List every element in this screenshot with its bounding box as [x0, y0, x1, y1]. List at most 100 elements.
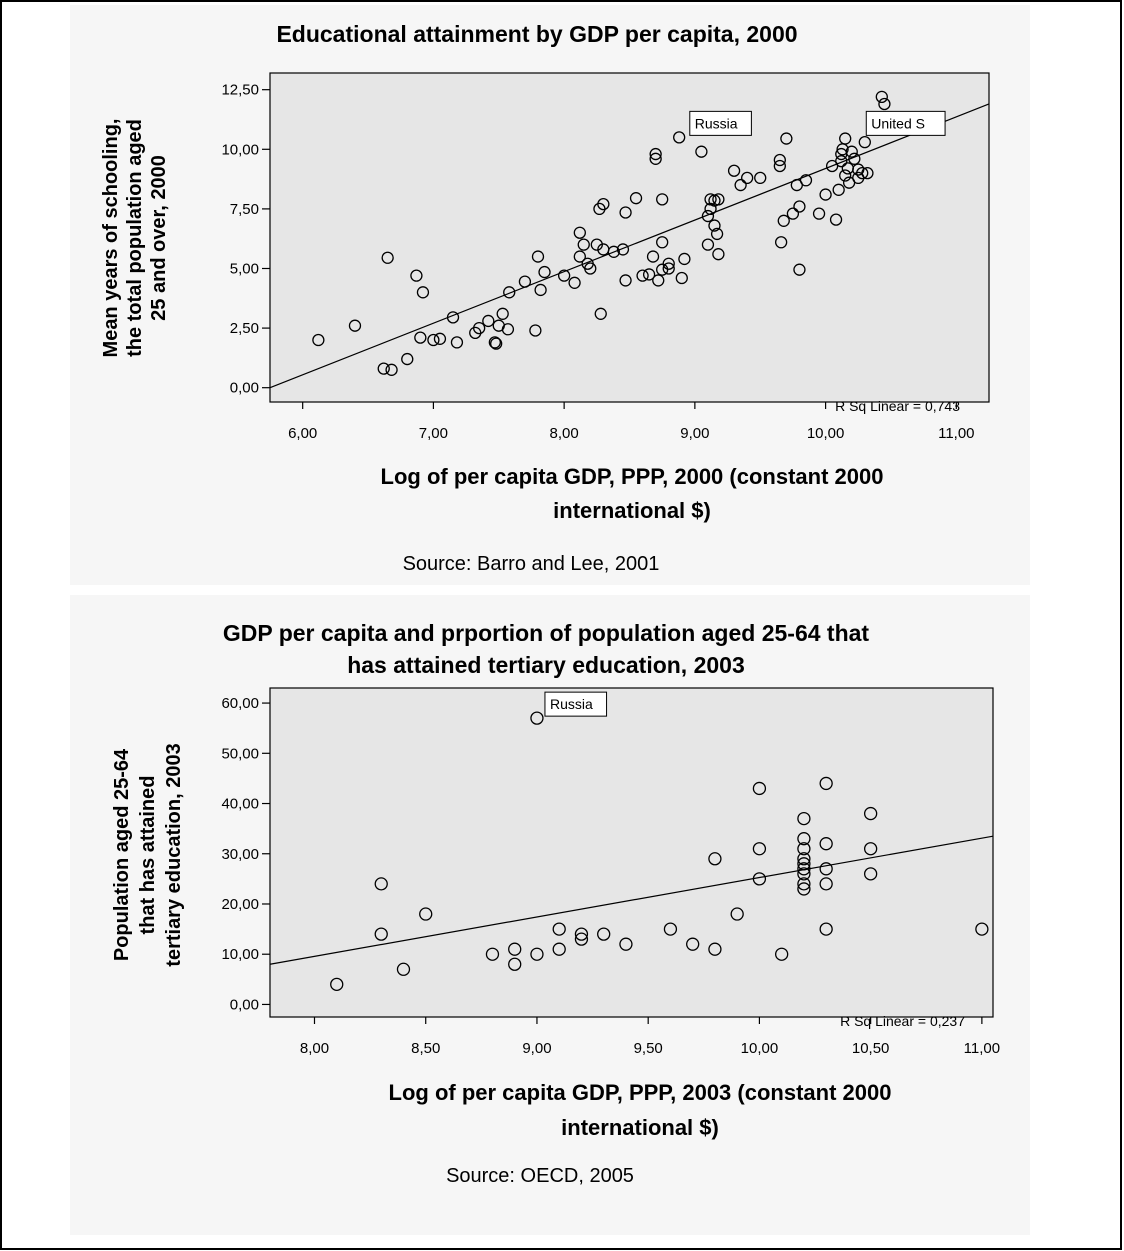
y-tick-label: 30,00: [221, 846, 259, 863]
data-point: [673, 131, 686, 144]
chart2-y-label-line2: that has attained: [137, 776, 159, 935]
data-point: [839, 132, 852, 145]
data-point: [508, 942, 522, 956]
y-tick-label: 50,00: [221, 745, 259, 762]
data-point: [793, 263, 806, 276]
data-point: [863, 806, 878, 821]
x-tick-label: 11,00: [964, 1040, 1000, 1057]
data-point: [629, 192, 643, 205]
data-point: [374, 877, 388, 891]
y-tick-label: 7,50: [230, 201, 259, 218]
chart1-y-label-line3: 25 and over, 2000: [148, 155, 170, 321]
data-point: [450, 336, 464, 349]
data-point: [773, 159, 786, 173]
y-tick-label: 5,00: [230, 260, 259, 277]
data-point: [797, 811, 811, 826]
chart2-y-label-line1: Population aged 25-64: [111, 748, 133, 961]
chart2-x-label-line2: international $): [561, 1115, 719, 1140]
data-point: [501, 323, 515, 336]
data-point: [636, 269, 649, 282]
data-point: [552, 942, 566, 956]
x-tick-label: 8,00: [300, 1040, 329, 1057]
y-tick-label: 60,00: [221, 695, 259, 712]
x-tick-label: 9,00: [522, 1040, 551, 1057]
data-point: [773, 153, 786, 167]
data-point: [649, 147, 662, 161]
data-point: [656, 193, 669, 206]
x-tick-label: 11,00: [938, 425, 974, 442]
data-point: [797, 877, 811, 891]
data-point: [819, 922, 833, 936]
data-point: [597, 197, 610, 211]
data-point: [678, 252, 691, 266]
data-point: [708, 942, 722, 956]
data-point: [642, 268, 656, 281]
x-tick-label: 7,00: [419, 425, 448, 442]
data-point: [819, 877, 833, 891]
data-point: [416, 286, 430, 299]
point-label: Russia: [544, 691, 608, 717]
data-point: [861, 166, 874, 180]
data-point: [649, 152, 662, 165]
chart1-points: [312, 90, 891, 376]
data-point: [573, 226, 586, 239]
data-point: [396, 962, 411, 976]
data-point: [752, 842, 767, 856]
data-point: [619, 206, 632, 219]
data-point: [819, 188, 832, 201]
data-point: [712, 248, 725, 261]
data-point: [330, 977, 344, 992]
chart1-y-label-line1: Mean years of schooling,: [100, 119, 122, 358]
chart1-y-label-line2: the total population aged: [124, 119, 146, 357]
data-point: [975, 922, 989, 936]
data-point: [701, 209, 715, 223]
point-label-box: [689, 110, 752, 136]
data-point: [875, 90, 888, 103]
chart2-points: [330, 711, 989, 992]
data-point: [530, 947, 544, 961]
chart2-y-label-line3: tertiary education, 2003: [163, 743, 185, 966]
data-point: [401, 352, 414, 366]
chart1-x-label-line1: Log of per capita GDP, PPP, 2000 (consta…: [381, 464, 884, 489]
x-tick-label: 9,50: [634, 1040, 663, 1057]
data-point: [482, 314, 495, 328]
chart2-title-line1: GDP per capita and prportion of populati…: [223, 620, 870, 646]
data-point: [473, 321, 486, 335]
x-tick-label: 8,50: [411, 1040, 440, 1057]
data-point: [529, 324, 542, 337]
chart2-y-label: Population aged 25-64 that has attained …: [111, 743, 185, 966]
data-point: [797, 852, 811, 866]
data-point: [419, 907, 433, 921]
data-point: [312, 333, 325, 347]
data-point: [708, 852, 722, 866]
data-point: [845, 145, 858, 158]
chart2-fit-line: [269, 835, 994, 965]
data-point: [490, 337, 503, 350]
chart2: GDP per capita and prportion of populati…: [111, 620, 1000, 1187]
data-point: [381, 251, 394, 264]
data-point: [848, 152, 861, 165]
y-tick-label: 10,00: [221, 946, 259, 963]
data-point: [530, 711, 544, 725]
data-point: [752, 872, 767, 886]
data-point: [534, 283, 547, 297]
data-point: [708, 219, 721, 232]
point-label: United S: [865, 110, 946, 136]
data-point: [374, 927, 388, 941]
data-point: [531, 250, 545, 263]
chart1-source: Source: Barro and Lee, 2001: [403, 553, 660, 575]
data-point: [414, 331, 427, 344]
point-label-box: [544, 691, 608, 717]
data-point: [839, 169, 852, 182]
data-point: [712, 193, 725, 206]
chart1: Educational attainment by GDP per capita…: [100, 21, 990, 575]
data-point: [488, 336, 502, 349]
data-point: [701, 238, 715, 251]
data-point: [619, 937, 633, 951]
data-point: [774, 236, 788, 249]
data-point: [652, 274, 665, 287]
data-point: [835, 155, 848, 168]
data-point: [775, 947, 789, 961]
chart1-annotations: Russia United S: [689, 110, 946, 136]
